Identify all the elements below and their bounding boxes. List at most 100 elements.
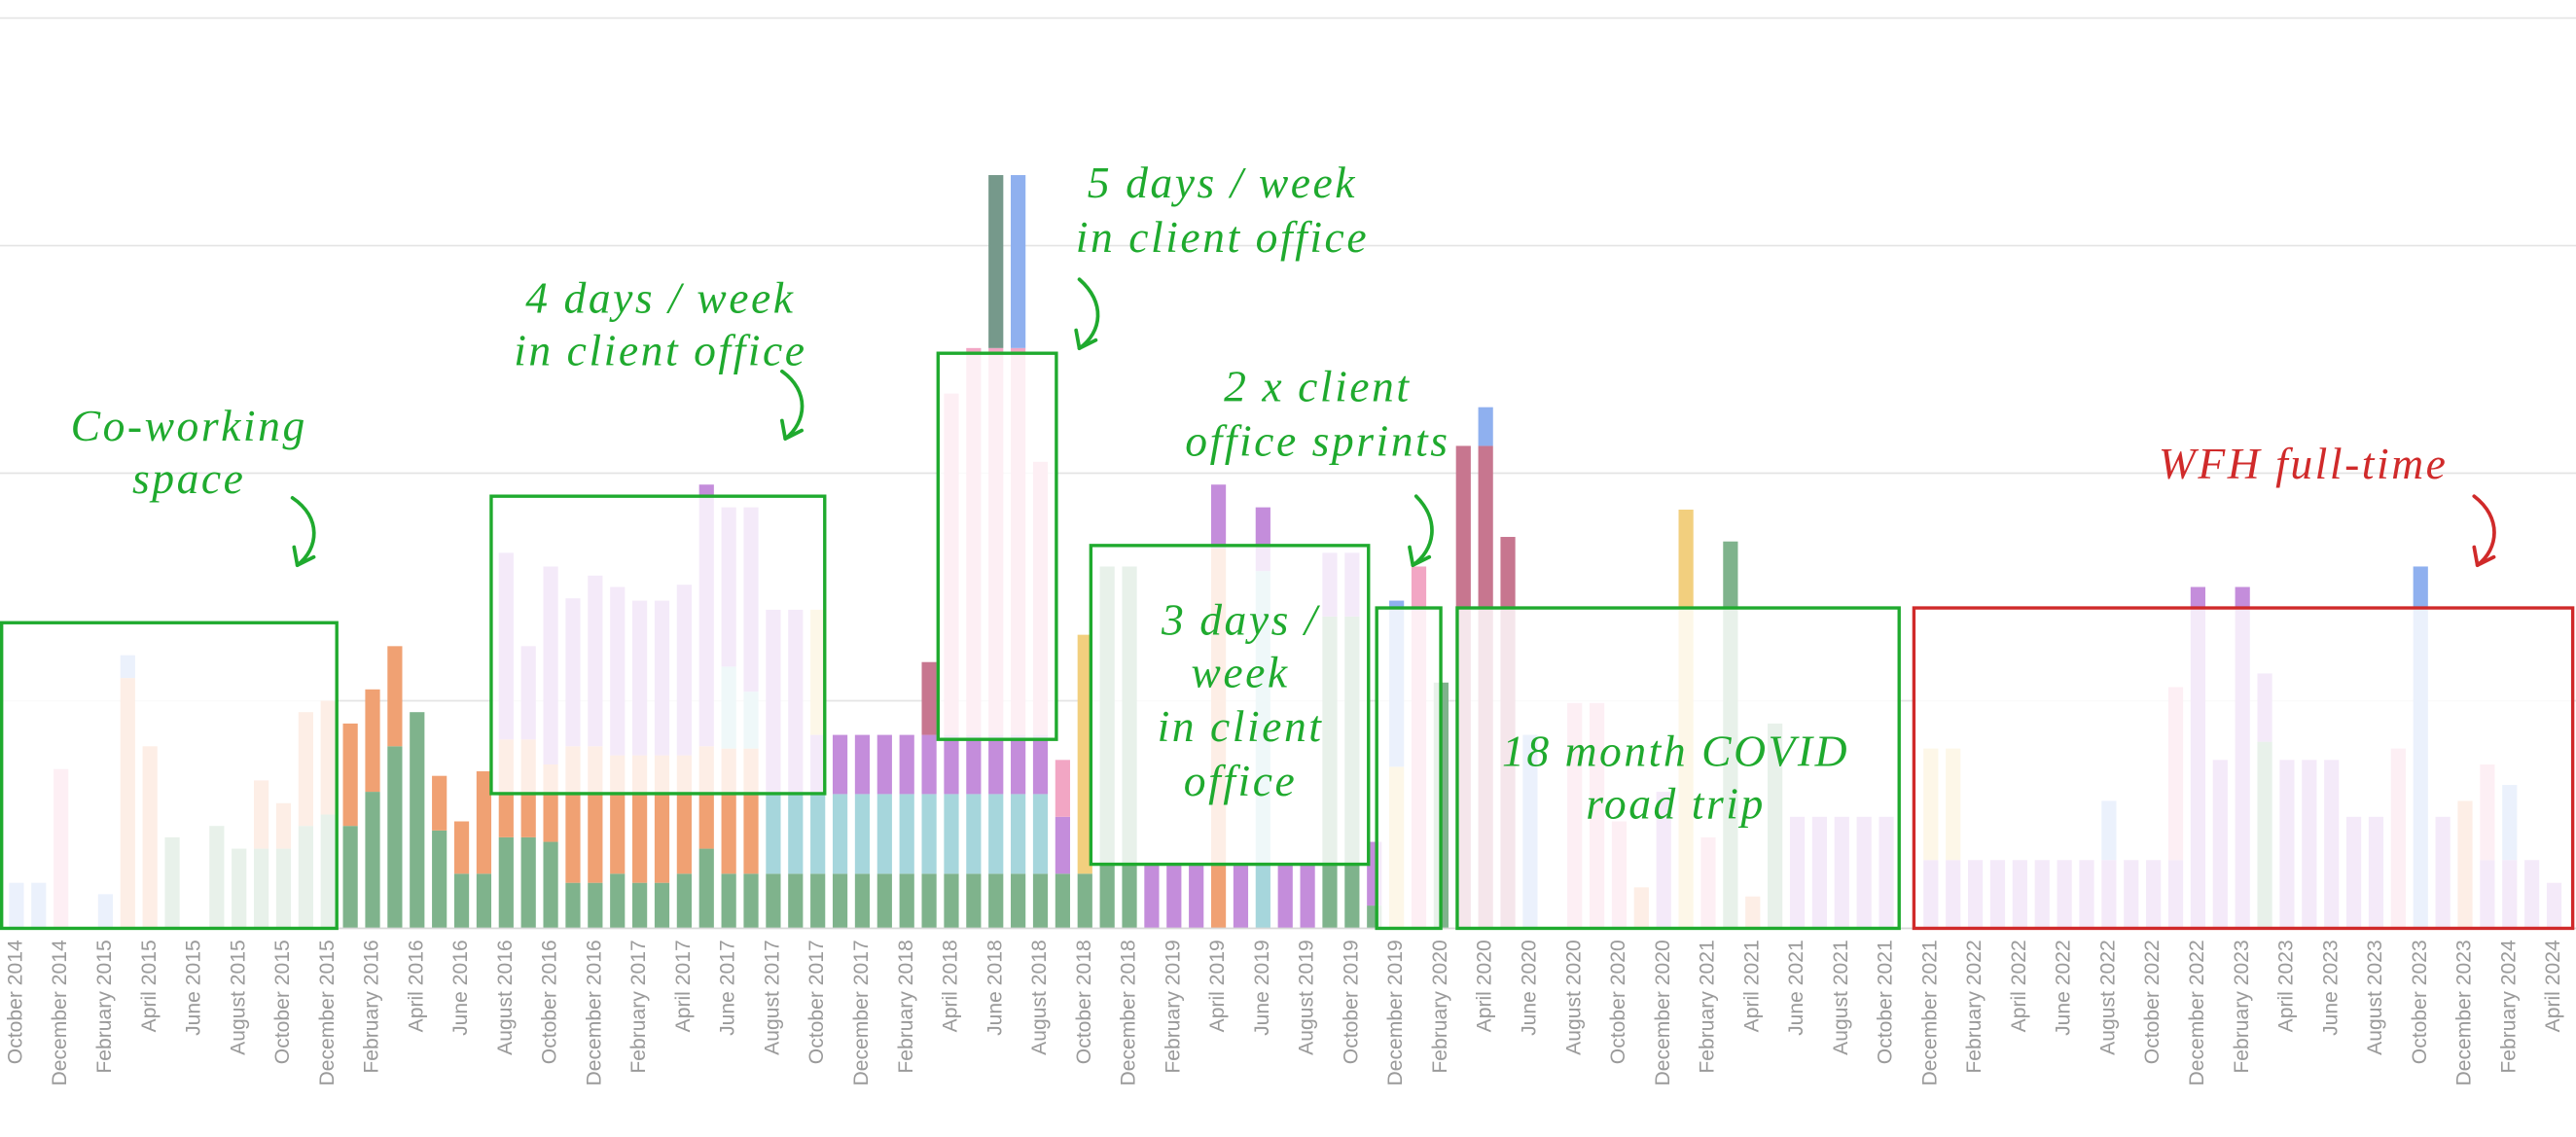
annotation: 5 days / week in client office [936, 158, 1369, 741]
bar-segment [877, 794, 892, 874]
x-tick-label: August 2018 [1028, 940, 1051, 1055]
bar-segment [387, 646, 403, 747]
x-tick-label: October 2020 [1607, 940, 1629, 1064]
x-tick-label: April 2021 [1740, 940, 1763, 1032]
bar-segment [387, 746, 403, 929]
bar-segment [854, 873, 871, 929]
x-tick-label: August 2021 [1830, 940, 1852, 1055]
bar-segment [877, 734, 892, 795]
annotation-box [489, 494, 827, 796]
bar-segment [520, 836, 536, 929]
arrow-head [1074, 328, 1098, 350]
x-tick-label: February 2024 [2497, 940, 2520, 1074]
annotation: WFH full-time [1912, 439, 2575, 931]
bar-segment [588, 882, 603, 929]
x-tick-label: June 2017 [717, 940, 739, 1036]
x-tick-label: October 2016 [539, 940, 561, 1064]
x-tick-label: February 2015 [93, 940, 116, 1073]
x-tick-label: April 2022 [2008, 940, 2030, 1032]
bar-segment [721, 873, 736, 929]
x-tick-label: December 2018 [1118, 940, 1140, 1085]
bar-segment [921, 661, 937, 735]
x-tick-label: October 2015 [271, 940, 294, 1064]
bar-segment [1277, 864, 1293, 929]
x-tick-label: February 2017 [627, 940, 650, 1073]
bar-segment [1300, 864, 1315, 929]
bar-segment [543, 841, 558, 929]
x-tick-label: April 2020 [1474, 940, 1496, 1032]
bar-segment [988, 734, 1004, 795]
annotation-arrow [2472, 494, 2496, 567]
bar-segment [365, 792, 380, 929]
bar-segment [966, 734, 982, 795]
annotation-text: 3 days / [1161, 594, 1321, 644]
bar-segment [1055, 816, 1070, 874]
x-tick-label: April 2017 [672, 940, 695, 1032]
annotation-box [1375, 606, 1443, 931]
x-tick-label: June 2020 [1519, 940, 1541, 1036]
bar-segment [1478, 407, 1493, 446]
x-tick-label: December 2022 [2186, 940, 2208, 1085]
x-tick-label: August 2016 [494, 940, 517, 1055]
bar-segment [788, 873, 804, 929]
arrow-head [2472, 545, 2496, 567]
x-tick-label: April 2024 [2542, 940, 2564, 1032]
arrow-head [1408, 545, 1432, 567]
bar-segment [498, 836, 514, 929]
annotation-text: office sprints [1185, 415, 1449, 465]
annotation-box [936, 351, 1058, 741]
bar-segment [1011, 175, 1026, 348]
bar-segment [944, 873, 959, 929]
bar-segment [854, 734, 871, 795]
x-tick-label: April 2015 [138, 940, 161, 1032]
bar-segment [342, 723, 358, 827]
bar-segment [432, 830, 447, 929]
annotation-arrow [1077, 277, 1100, 350]
x-tick-label: June 2018 [984, 940, 1006, 1036]
x-tick-label: April 2018 [940, 940, 962, 1032]
bar-segment [766, 873, 781, 929]
bar-segment [1011, 734, 1026, 795]
bar-segment [432, 775, 447, 831]
x-tick-label: June 2023 [2319, 940, 2342, 1036]
x-tick-label: October 2018 [1073, 940, 1095, 1064]
bar-segment [921, 873, 937, 929]
x-tick-label: August 2020 [1562, 940, 1585, 1055]
annotation-text: in client office [1076, 212, 1369, 262]
bar-segment [1032, 873, 1049, 929]
bar-segment [766, 794, 781, 874]
bar-segment [1233, 864, 1249, 929]
x-tick-label: June 2015 [183, 940, 205, 1036]
annotation-box [1455, 606, 1901, 931]
x-tick-label: December 2017 [850, 940, 873, 1085]
x-tick-label: June 2021 [1785, 940, 1807, 1036]
x-tick-label: October 2019 [1340, 940, 1362, 1064]
bar-segment [1055, 873, 1070, 929]
bar-segment [966, 794, 982, 874]
bar-segment [966, 873, 982, 929]
x-tick-label: December 2015 [316, 940, 339, 1085]
x-tick-label: February 2016 [361, 940, 383, 1073]
bar-segment [654, 882, 670, 929]
bar-segment [1011, 873, 1026, 929]
bar-segment [810, 794, 826, 874]
x-tick-label: February 2021 [1697, 940, 1719, 1073]
bar-segment [899, 794, 914, 874]
annotation-text: 18 month COVID [1502, 727, 1849, 776]
annotation-text: WFH full-time [2159, 439, 2449, 488]
bar-segment [676, 873, 692, 929]
x-tick-label: June 2022 [2053, 940, 2075, 1036]
bar-segment [610, 873, 626, 929]
bar-segment [1166, 864, 1182, 929]
x-tick-label: December 2020 [1652, 940, 1674, 1085]
x-tick-label: February 2019 [1162, 940, 1184, 1073]
bar-segment [810, 873, 826, 929]
x-tick-label: October 2014 [4, 940, 26, 1064]
x-tick-label: February 2018 [895, 940, 917, 1073]
bar-segment [1144, 864, 1160, 929]
x-tick-label: August 2022 [2096, 940, 2119, 1055]
bar-segment [698, 848, 714, 929]
